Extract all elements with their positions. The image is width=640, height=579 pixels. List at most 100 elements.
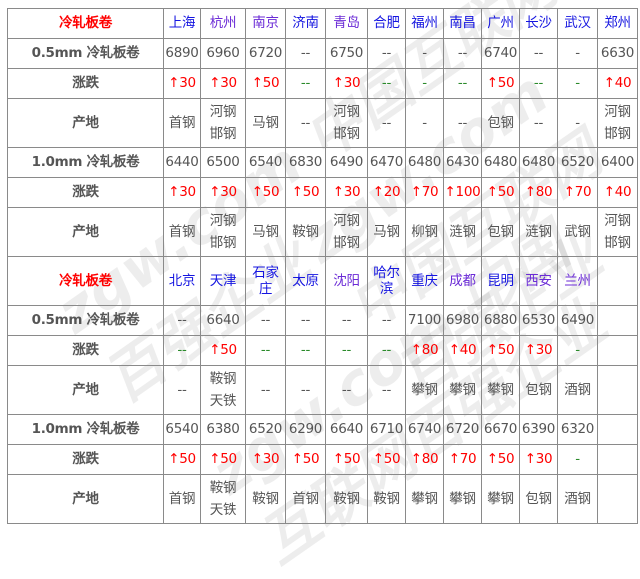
city-link[interactable]: 青岛 xyxy=(325,8,368,39)
city-link[interactable]: 广州 xyxy=(481,8,520,39)
origin-cell: 马钢 xyxy=(245,207,286,257)
origin-row: 产地 首钢 鞍钢天铁 鞍钢 首钢 鞍钢 鞍钢 攀钢 攀钢 攀钢 包钢 酒钢 xyxy=(7,474,638,524)
price-cell: 6980 xyxy=(443,305,482,336)
price-cell: -- xyxy=(367,38,406,69)
row-label: 1.0mm 冷轧板卷 xyxy=(7,414,164,445)
price-cell: 6290 xyxy=(285,414,326,445)
city-link[interactable]: 郑州 xyxy=(597,8,638,39)
change-cell: -- xyxy=(285,335,326,366)
origin-row: 产地 首钢 河钢邯钢 马钢 鞍钢 河钢邯钢 马钢 柳钢 涟钢 包钢 涟钢 武钢 河钢邯钢 xyxy=(7,207,638,257)
city-header-row: 冷轧板卷 北京 天津 石家庄 太原 沈阳 哈尔滨 重庆 成都 昆明 西安 兰州 xyxy=(7,256,638,306)
price-cell: 6630 xyxy=(597,38,638,69)
origin-cell: 攀钢 xyxy=(405,365,444,415)
price-cell: 6480 xyxy=(519,147,558,178)
change-cell: ↑30 xyxy=(163,177,201,208)
price-cell: 6480 xyxy=(481,147,520,178)
price-row: 1.0mm 冷轧板卷 6440 6500 6540 6830 6490 6470 6480 64… xyxy=(7,147,638,178)
change-cell: ↑70 xyxy=(405,177,444,208)
origin-cell: 包钢 xyxy=(481,98,520,148)
price-row: 0.5mm 冷轧板卷 6890 6960 6720 -- 6750 -- - -- 6740 -- -… xyxy=(7,38,638,69)
price-cell: -- xyxy=(325,305,368,336)
change-cell: ↑80 xyxy=(405,335,444,366)
change-cell: ↑50 xyxy=(245,177,286,208)
row-label: 0.5mm 冷轧板卷 xyxy=(7,305,164,336)
change-cell: - xyxy=(557,335,598,366)
origin-cell: 涟钢 xyxy=(519,207,558,257)
origin-cell: 首钢 xyxy=(163,474,201,524)
origin-row: 产地 -- 鞍钢天铁 -- -- -- -- 攀钢 攀钢 攀钢 包钢 酒钢 xyxy=(7,365,638,415)
origin-cell: - xyxy=(557,98,598,148)
origin-cell: 酒钢 xyxy=(557,474,598,524)
product-header: 冷轧板卷 xyxy=(7,8,164,39)
price-cell: 6830 xyxy=(285,147,326,178)
change-cell: ↑50 xyxy=(200,444,246,475)
city-link[interactable]: 杭州 xyxy=(200,8,246,39)
city-link[interactable]: 北京 xyxy=(163,256,201,306)
price-cell: 6710 xyxy=(367,414,406,445)
origin-cell: 攀钢 xyxy=(481,365,520,415)
origin-cell: 河钢邯钢 xyxy=(325,207,368,257)
origin-cell: -- xyxy=(443,98,482,148)
origin-cell: -- xyxy=(325,365,368,415)
change-cell: ↑50 xyxy=(245,68,286,99)
change-row: 涨跌 ↑30 ↑30 ↑50 -- ↑30 -- - -- ↑50 -- - ↑40 xyxy=(7,68,638,99)
change-cell: ↑50 xyxy=(200,335,246,366)
change-cell: -- xyxy=(443,68,482,99)
city-link[interactable]: 长沙 xyxy=(519,8,558,39)
price-cell: 6740 xyxy=(405,414,444,445)
price-cell: - xyxy=(557,38,598,69)
price-cell: 6320 xyxy=(557,414,598,445)
city-link[interactable]: 石家庄 xyxy=(245,256,286,306)
change-cell: ↑50 xyxy=(285,177,326,208)
origin-cell: 河钢邯钢 xyxy=(597,98,638,148)
change-cell: ↑80 xyxy=(405,444,444,475)
city-link[interactable]: 福州 xyxy=(405,8,444,39)
origin-cell: 攀钢 xyxy=(481,474,520,524)
origin-row: 产地 首钢 河钢邯钢 马钢 -- 河钢邯钢 -- - -- 包钢 -- - 河钢邯钢 xyxy=(7,98,638,148)
change-cell xyxy=(597,444,638,475)
city-link[interactable]: 南昌 xyxy=(443,8,482,39)
city-link[interactable]: 兰州 xyxy=(557,256,598,306)
origin-cell: 首钢 xyxy=(285,474,326,524)
city-link[interactable]: 天津 xyxy=(200,256,246,306)
city-link[interactable]: 西安 xyxy=(519,256,558,306)
origin-cell: -- xyxy=(245,365,286,415)
change-cell: ↑50 xyxy=(367,444,406,475)
city-link[interactable]: 合肥 xyxy=(367,8,406,39)
origin-cell: 河钢邯钢 xyxy=(200,98,246,148)
city-link[interactable]: 重庆 xyxy=(405,256,444,306)
city-link[interactable]: 上海 xyxy=(163,8,201,39)
price-cell: 7100 xyxy=(405,305,444,336)
city-link[interactable]: 成都 xyxy=(443,256,482,306)
origin-cell: 攀钢 xyxy=(405,474,444,524)
origin-cell xyxy=(597,365,638,415)
change-cell: ↑50 xyxy=(481,444,520,475)
origin-cell xyxy=(597,474,638,524)
city-link[interactable]: 昆明 xyxy=(481,256,520,306)
origin-cell: - xyxy=(405,98,444,148)
origin-cell: -- xyxy=(285,365,326,415)
price-cell: 6890 xyxy=(163,38,201,69)
city-link[interactable]: 南京 xyxy=(245,8,286,39)
price-cell: 6880 xyxy=(481,305,520,336)
origin-cell: 河钢邯钢 xyxy=(597,207,638,257)
city-link[interactable]: 太原 xyxy=(285,256,326,306)
change-cell: -- xyxy=(325,335,368,366)
change-cell: ↑30 xyxy=(519,335,558,366)
origin-cell: -- xyxy=(519,98,558,148)
origin-cell: 酒钢 xyxy=(557,365,598,415)
city-header-row: 冷轧板卷 上海 杭州 南京 济南 青岛 合肥 福州 南昌 广州 长沙 武汉 郑州 xyxy=(7,8,638,39)
price-cell: 6720 xyxy=(245,38,286,69)
city-link[interactable]: 济南 xyxy=(285,8,326,39)
price-cell: 6470 xyxy=(367,147,406,178)
city-link[interactable]: 哈尔滨 xyxy=(367,256,406,306)
origin-cell: 攀钢 xyxy=(443,365,482,415)
price-cell: 6750 xyxy=(325,38,368,69)
city-link[interactable]: 武汉 xyxy=(557,8,598,39)
price-cell: 6540 xyxy=(163,414,201,445)
price-cell: -- xyxy=(285,38,326,69)
city-link[interactable]: 沈阳 xyxy=(325,256,368,306)
change-cell: ↑50 xyxy=(481,177,520,208)
change-cell: ↑30 xyxy=(245,444,286,475)
origin-cell: 马钢 xyxy=(367,207,406,257)
